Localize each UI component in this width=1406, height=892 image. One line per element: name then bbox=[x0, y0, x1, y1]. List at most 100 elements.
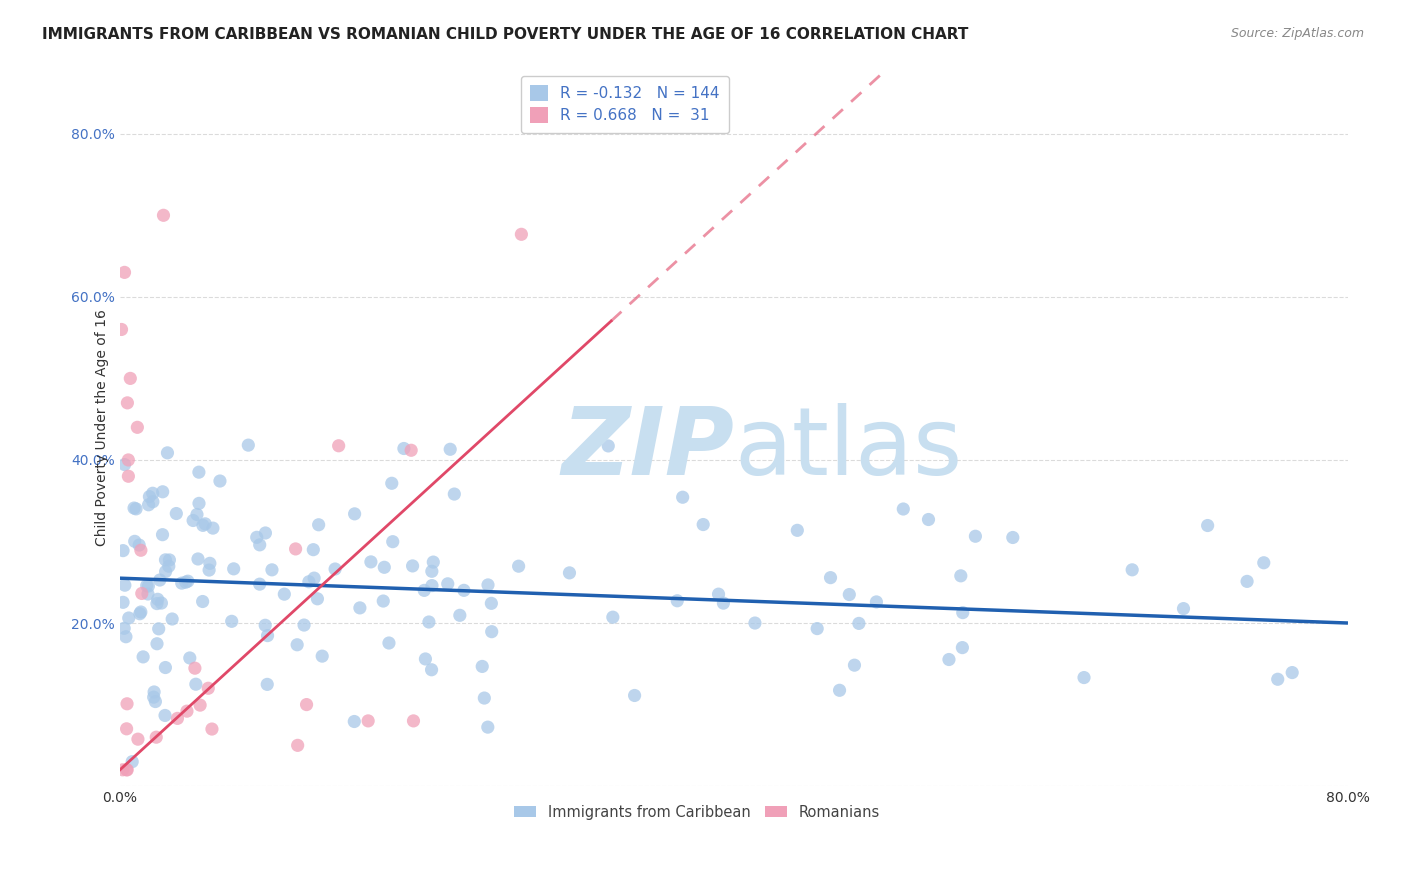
Point bbox=[349, 600, 371, 615]
Point bbox=[157, 559, 180, 574]
Point bbox=[402, 714, 425, 728]
Point bbox=[201, 521, 224, 535]
Point bbox=[381, 534, 404, 549]
Point bbox=[477, 720, 499, 734]
Point bbox=[838, 588, 860, 602]
Point bbox=[129, 605, 152, 619]
Point bbox=[120, 371, 142, 385]
Point bbox=[284, 541, 307, 556]
Point bbox=[418, 615, 440, 629]
Point bbox=[558, 566, 581, 580]
Point bbox=[323, 562, 346, 576]
Point bbox=[121, 755, 143, 769]
Point bbox=[443, 487, 465, 501]
Point bbox=[112, 621, 135, 635]
Point bbox=[439, 442, 461, 457]
Point bbox=[197, 681, 219, 696]
Point bbox=[420, 578, 443, 592]
Point bbox=[950, 640, 973, 655]
Point bbox=[436, 577, 458, 591]
Point bbox=[150, 596, 173, 610]
Point bbox=[191, 518, 214, 533]
Point bbox=[127, 420, 149, 434]
Point bbox=[865, 595, 887, 609]
Point bbox=[666, 594, 689, 608]
Point bbox=[311, 649, 333, 664]
Point bbox=[952, 606, 974, 620]
Point bbox=[707, 587, 730, 601]
Point bbox=[692, 517, 714, 532]
Point bbox=[145, 694, 167, 708]
Point bbox=[135, 578, 157, 592]
Point bbox=[249, 577, 271, 591]
Point bbox=[128, 607, 150, 621]
Point bbox=[965, 529, 987, 543]
Point bbox=[449, 608, 471, 623]
Point bbox=[188, 698, 211, 713]
Point bbox=[415, 652, 437, 666]
Point bbox=[1267, 673, 1289, 687]
Point bbox=[114, 458, 136, 472]
Point bbox=[302, 542, 325, 557]
Point bbox=[848, 616, 870, 631]
Point bbox=[194, 516, 217, 531]
Point bbox=[357, 714, 380, 728]
Point bbox=[672, 490, 695, 504]
Point bbox=[125, 501, 148, 516]
Point bbox=[156, 446, 179, 460]
Point bbox=[198, 557, 221, 571]
Point bbox=[1253, 556, 1275, 570]
Point bbox=[256, 677, 278, 691]
Point bbox=[891, 502, 914, 516]
Point bbox=[302, 571, 325, 585]
Point bbox=[138, 490, 160, 504]
Point bbox=[115, 763, 138, 777]
Point bbox=[149, 573, 172, 587]
Point bbox=[602, 610, 624, 624]
Point bbox=[1197, 518, 1219, 533]
Point bbox=[285, 638, 308, 652]
Point bbox=[152, 208, 174, 222]
Point bbox=[112, 543, 135, 558]
Point bbox=[110, 322, 132, 336]
Legend: Immigrants from Caribbean, Romanians: Immigrants from Caribbean, Romanians bbox=[509, 799, 886, 825]
Point bbox=[1121, 563, 1143, 577]
Point bbox=[221, 615, 243, 629]
Point bbox=[117, 469, 139, 483]
Point bbox=[155, 553, 177, 567]
Point bbox=[122, 501, 145, 516]
Point bbox=[187, 465, 209, 479]
Point bbox=[256, 629, 278, 643]
Point bbox=[399, 443, 422, 458]
Point bbox=[201, 722, 224, 736]
Point bbox=[142, 486, 165, 500]
Point bbox=[128, 538, 150, 552]
Point bbox=[177, 574, 200, 589]
Point bbox=[131, 586, 153, 600]
Point bbox=[159, 553, 181, 567]
Point bbox=[198, 563, 221, 577]
Point bbox=[373, 560, 395, 574]
Point bbox=[222, 562, 245, 576]
Point bbox=[343, 507, 366, 521]
Point bbox=[145, 730, 167, 744]
Point bbox=[422, 555, 444, 569]
Point bbox=[844, 658, 866, 673]
Point bbox=[249, 538, 271, 552]
Point bbox=[148, 622, 170, 636]
Text: Source: ZipAtlas.com: Source: ZipAtlas.com bbox=[1230, 27, 1364, 40]
Point bbox=[392, 442, 415, 456]
Point bbox=[115, 697, 138, 711]
Point bbox=[308, 517, 330, 532]
Point bbox=[420, 564, 443, 578]
Point bbox=[378, 636, 401, 650]
Point bbox=[165, 507, 187, 521]
Point bbox=[184, 661, 207, 675]
Point bbox=[786, 524, 808, 538]
Point bbox=[142, 494, 165, 508]
Point bbox=[828, 683, 851, 698]
Point bbox=[246, 530, 269, 544]
Point bbox=[174, 575, 197, 590]
Point bbox=[176, 704, 198, 718]
Point bbox=[117, 453, 139, 467]
